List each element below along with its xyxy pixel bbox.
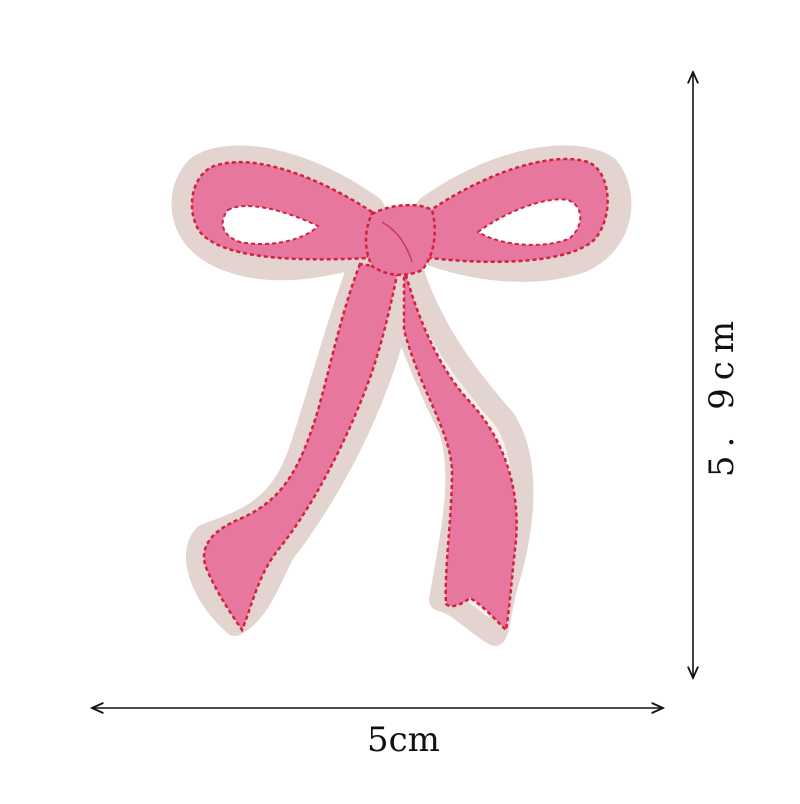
width-label: 5cm [367,720,440,760]
left-loop-hole [221,205,320,245]
bow-right-tail [402,267,518,633]
bow-knot [364,203,436,277]
bow-left-tail [202,262,400,633]
knot-fold-line [381,221,413,263]
bow-right-loop [426,157,609,264]
right-loop-hole [476,198,582,246]
bow-left-loop [190,160,374,261]
height-label: 5. 9cm [702,312,742,478]
